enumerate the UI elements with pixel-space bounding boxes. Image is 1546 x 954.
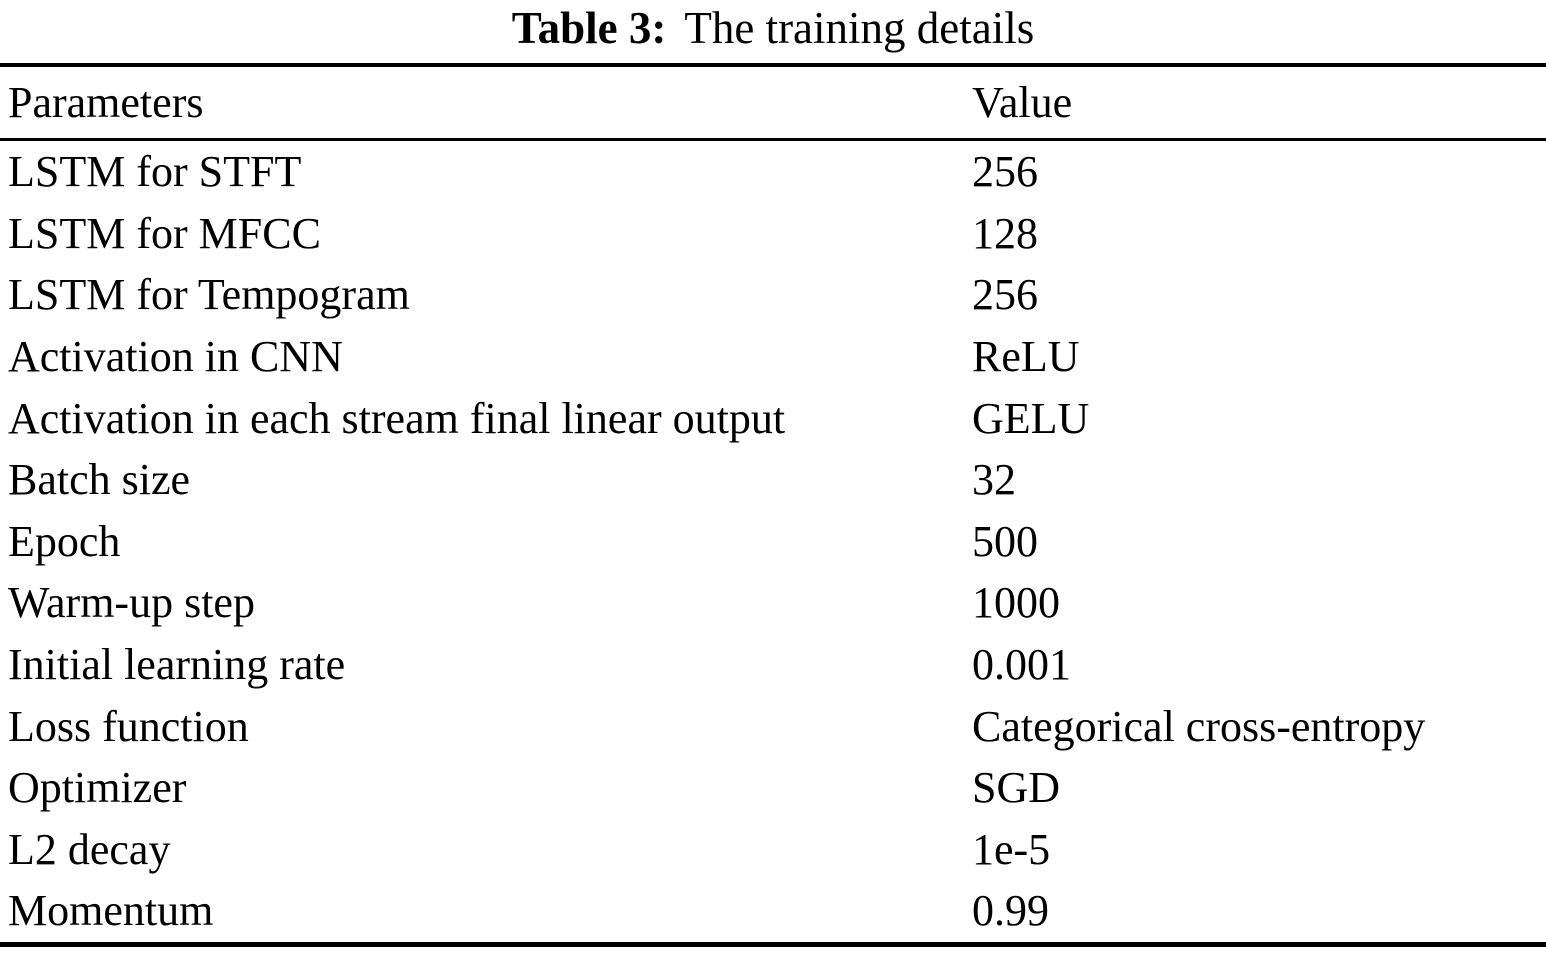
parameter-cell: Initial learning rate — [8, 640, 346, 690]
value-cell: 1e-5 — [972, 824, 1051, 874]
table-caption-label: Table 3: — [511, 3, 667, 53]
value-cell: 256 — [972, 270, 1038, 320]
parameter-cell: Epoch — [8, 516, 121, 566]
value-cell: 0.001 — [972, 640, 1071, 690]
column-header-value: Value — [972, 65, 1546, 141]
parameter-cell: Optimizer — [8, 763, 187, 813]
table-row: Momentum 0.99 — [0, 880, 1546, 944]
table-row: Epoch 500 — [0, 511, 1546, 573]
value-cell: 0.99 — [972, 886, 1049, 936]
parameter-cell: Momentum — [8, 886, 214, 936]
table-header: Parameters Value — [0, 65, 1546, 141]
parameter-cell: Activation in each stream final linear o… — [8, 393, 786, 443]
value-cell: 128 — [972, 208, 1038, 258]
table-row: L2 decay 1e-5 — [0, 819, 1546, 881]
table-caption: Table 3: The training details — [0, 0, 1546, 63]
table-row: Batch size 32 — [0, 449, 1546, 511]
parameter-cell: L2 decay — [8, 824, 171, 874]
table-row: Initial learning rate 0.001 — [0, 634, 1546, 696]
header-row: Parameters Value — [0, 65, 1546, 141]
table-row: Activation in CNN ReLU — [0, 326, 1546, 388]
column-header-parameters: Parameters — [0, 65, 972, 141]
training-details-table: Parameters Value LSTM for STFT 256 LSTM fo… — [0, 63, 1546, 947]
value-cell: SGD — [972, 763, 1061, 813]
table-row: Optimizer SGD — [0, 757, 1546, 819]
value-cell: 256 — [972, 147, 1038, 197]
parameter-cell: LSTM for Tempogram — [8, 270, 410, 320]
parameter-cell: Batch size — [8, 455, 191, 505]
value-cell: GELU — [972, 393, 1090, 443]
parameter-cell: Warm-up step — [8, 578, 255, 628]
table-caption-text: The training details — [684, 3, 1035, 53]
parameter-cell: LSTM for STFT — [8, 147, 302, 197]
table-row: LSTM for STFT 256 — [0, 140, 1546, 203]
parameter-cell: Activation in CNN — [8, 332, 343, 382]
value-cell: 1000 — [972, 578, 1060, 628]
table-row: LSTM for MFCC 128 — [0, 203, 1546, 265]
value-cell: Categorical cross-entropy — [972, 701, 1426, 751]
parameter-cell: LSTM for MFCC — [8, 208, 321, 258]
table-row: Activation in each stream final linear o… — [0, 387, 1546, 449]
table-body: LSTM for STFT 256 LSTM for MFCC 128 LSTM for… — [0, 140, 1546, 945]
parameter-cell: Loss function — [8, 701, 249, 751]
table-row: Loss function Categorical cross-entropy — [0, 695, 1546, 757]
table-row: LSTM for Tempogram 256 — [0, 264, 1546, 326]
table-row: Warm-up step 1000 — [0, 572, 1546, 634]
value-cell: ReLU — [972, 332, 1080, 382]
value-cell: 32 — [972, 455, 1016, 505]
value-cell: 500 — [972, 516, 1038, 566]
